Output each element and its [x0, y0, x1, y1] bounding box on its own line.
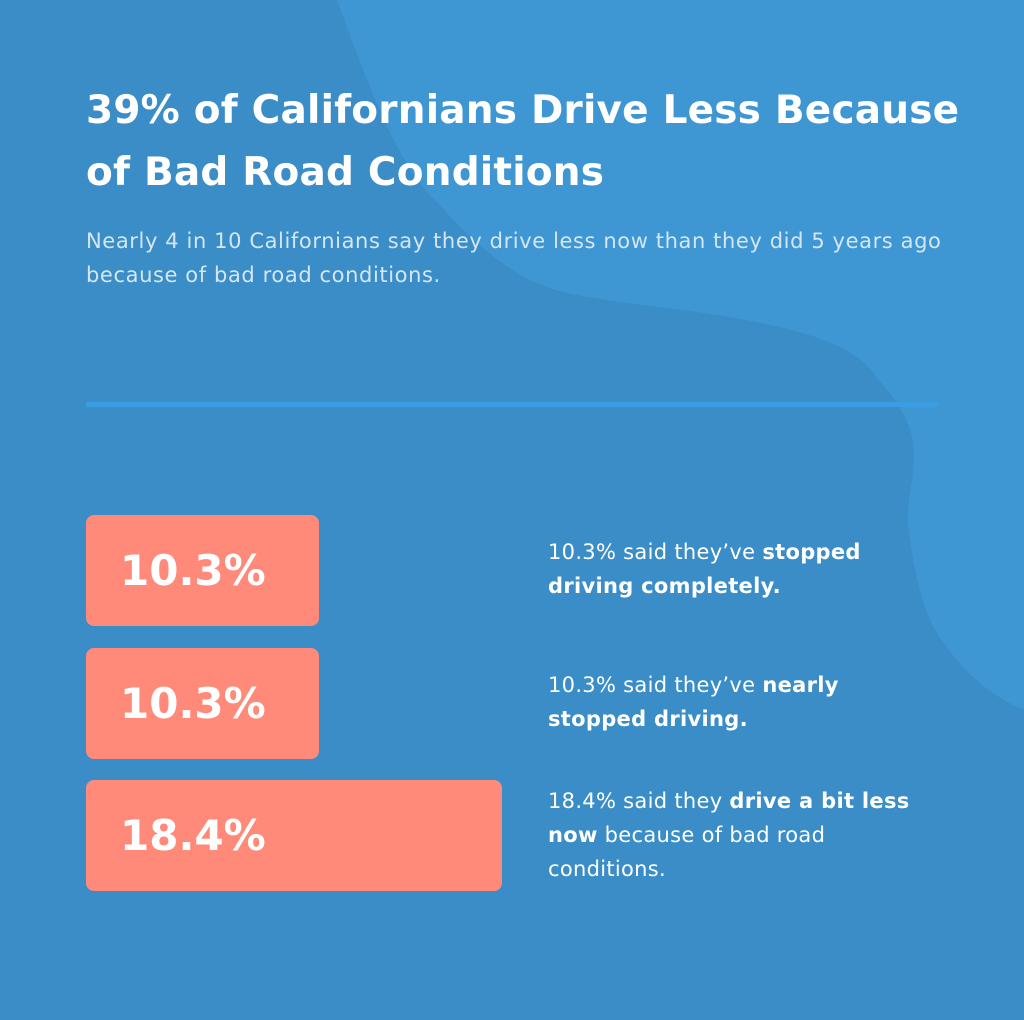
bar-description: 18.4% said they drive a bit less now bec… [548, 784, 928, 886]
bar: 18.4% [86, 780, 502, 891]
desc-text: 10.3% said they’ve [548, 673, 763, 697]
bar-description: 10.3% said they’ve nearly stopped drivin… [548, 668, 928, 736]
bar: 10.3% [86, 648, 319, 759]
desc-bold: stopped driving completely. [548, 540, 861, 598]
desc-text: 10.3% said they’ve [548, 540, 763, 564]
desc-bold: drive a bit less now [548, 789, 910, 847]
page-title: 39% of Californians Drive Less Because o… [86, 88, 960, 195]
bar-value-label: 10.3% [120, 679, 266, 728]
desc-text: 18.4% said they [548, 789, 730, 813]
bar-description: 10.3% said they’ve stopped driving compl… [548, 535, 928, 603]
desc-text: because of bad road conditions. [548, 823, 826, 881]
divider [86, 402, 939, 407]
bar-value-label: 10.3% [120, 546, 266, 595]
bar-value-label: 18.4% [120, 811, 266, 860]
desc-bold: nearly stopped driving. [548, 673, 839, 731]
page-subtitle: Nearly 4 in 10 Californians say they dri… [86, 229, 942, 287]
blob-shape [337, 0, 1024, 710]
bar: 10.3% [86, 515, 319, 626]
